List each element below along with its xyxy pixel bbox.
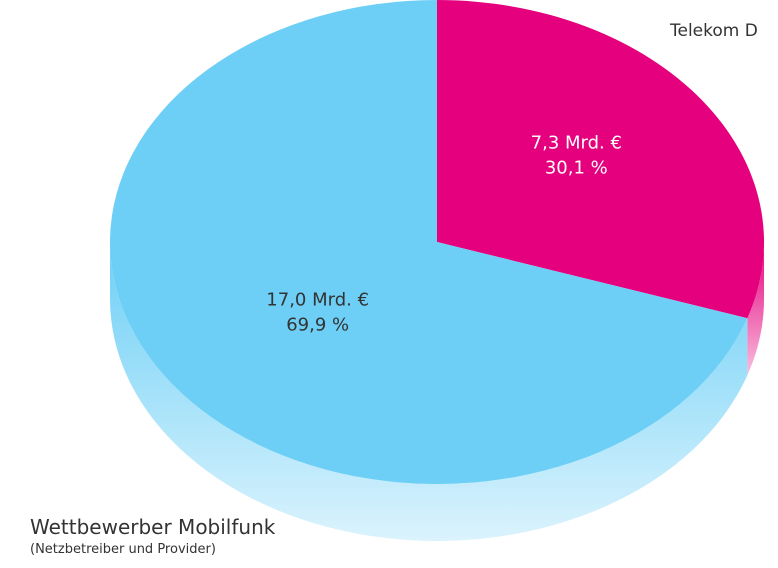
amount-label: 7,3 Mrd. €: [531, 132, 622, 153]
amount-label: 17,0 Mrd. €: [266, 290, 369, 311]
value-label: 30,1 %: [545, 157, 608, 178]
category-label: Wettbewerber Mobilfunk: [30, 515, 276, 539]
slice-label: 7,3 Mrd. € 30,1 %: [531, 132, 622, 178]
value-label: 69,9 %: [286, 315, 349, 336]
slice: [437, 0, 764, 319]
pie-sides: [110, 242, 764, 541]
labels: 7,3 Mrd. € 30,1 % 17,0 Mrd. € 69,9 % Telekom…: [30, 21, 758, 557]
slice-side: [110, 242, 748, 541]
pie-tops: [109, 0, 764, 485]
category-note: (Netzbetreiber und Provider): [30, 542, 216, 557]
slice: [109, 0, 748, 485]
slice-side: [747, 242, 764, 376]
category-label: Telekom D: [669, 21, 758, 41]
slice-label: 17,0 Mrd. € 69,9 %: [266, 290, 369, 336]
